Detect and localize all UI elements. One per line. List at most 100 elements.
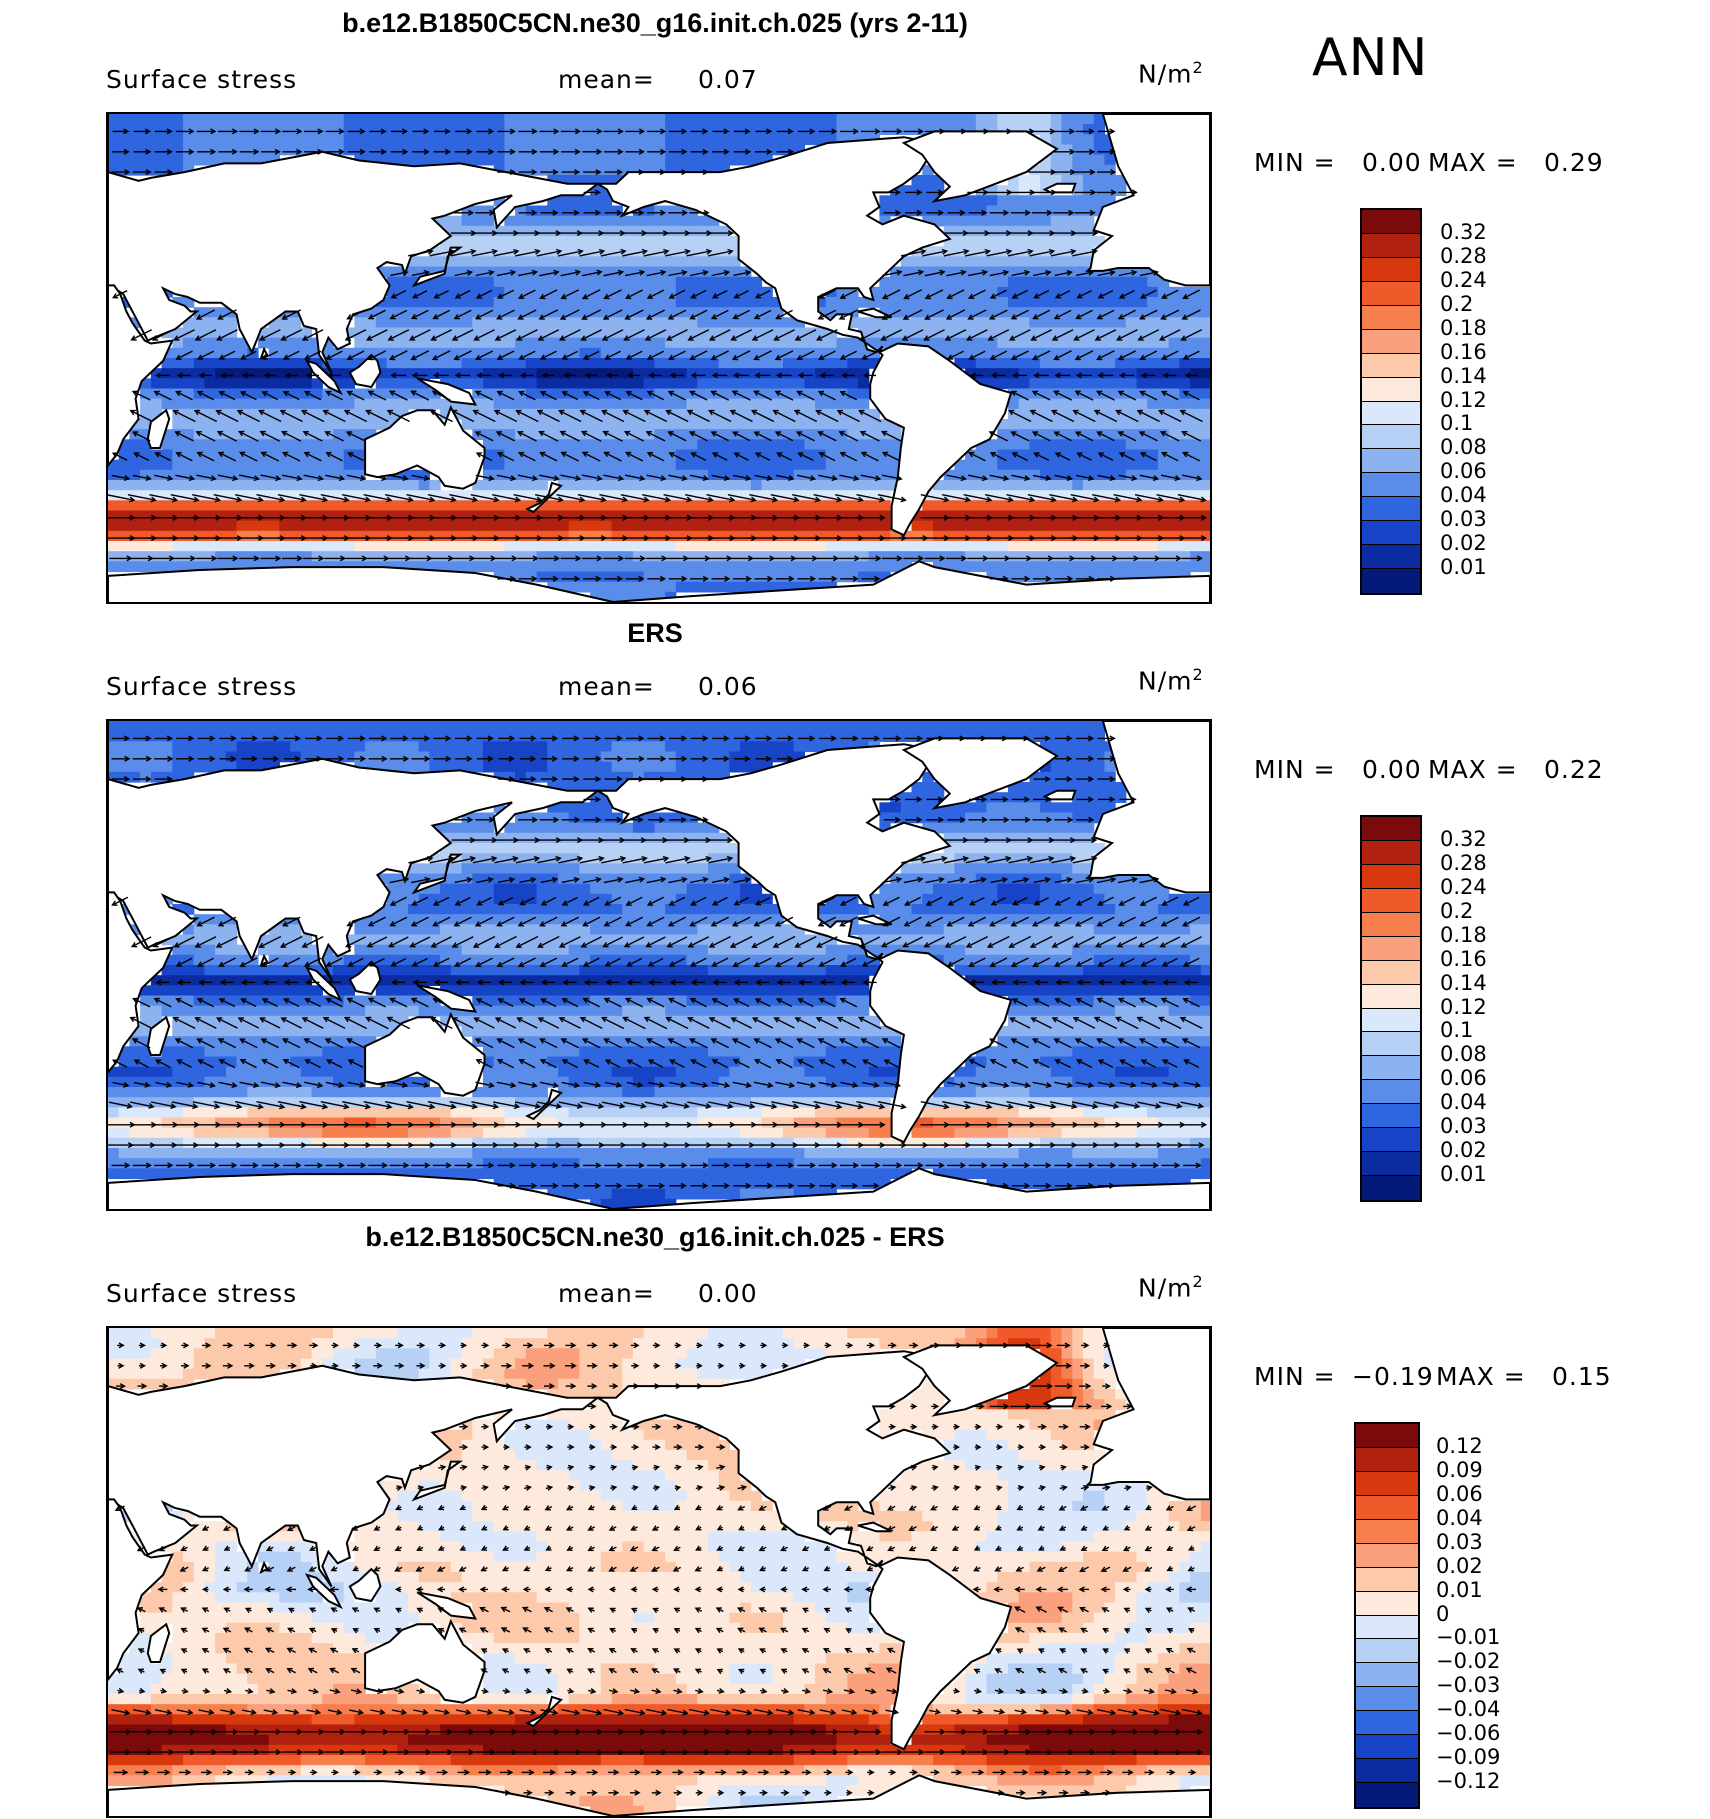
field-cell [922,276,934,288]
field-cell [590,561,602,573]
field-cell [536,256,548,268]
field-cell [322,480,334,491]
field-cell [943,195,955,207]
field-cell [397,317,409,329]
vector-arrow [455,289,471,299]
field-cell [225,500,238,512]
vector-arrow [174,329,195,341]
field-cell [1083,134,1095,146]
field-cell [290,500,302,512]
field-cell [697,266,709,278]
vector-arrow [1097,431,1115,442]
vector-arrowhead [296,148,303,155]
field-cell [1050,215,1063,227]
field-cell [1061,236,1073,247]
field-cell [654,541,666,552]
vector-arrowhead [1096,354,1103,361]
vector-arrowhead [112,293,119,299]
field-cell [772,551,784,562]
field-cell [729,317,741,329]
field-cell [1136,307,1148,318]
field-cell [847,541,859,552]
field-cell [1104,449,1116,461]
field-cell [772,347,784,359]
field-cell [311,459,323,471]
field-cell [1008,520,1020,532]
field-cell [1050,134,1063,146]
field-cell [965,368,977,379]
field-cell [558,297,570,308]
vector-arrowhead [380,128,387,135]
field-cell [247,490,259,501]
vector-arrow [492,494,520,501]
field-cell [1029,205,1041,217]
field-cell [547,114,559,125]
field-cell [547,530,559,542]
field-cell [129,551,141,562]
vector-arrowhead [754,293,762,299]
vector-arrowhead [1051,335,1059,341]
vector-arrow [796,431,815,442]
vector-arrowhead [476,372,483,379]
field-cell [225,134,238,146]
field-cell [279,358,291,369]
field-cell [611,439,623,451]
vector-arrow [1054,309,1072,320]
field-cell [922,256,934,268]
field-cell [579,307,591,318]
field-cell [847,449,859,461]
field-cell [568,225,580,237]
field-cell [911,337,923,349]
vector-arrowhead [1158,409,1165,416]
field-cell [1104,520,1116,532]
vector-arrow [497,309,515,320]
field-cell [129,154,141,166]
field-cell [1040,358,1052,369]
vector-arrowhead [196,390,204,397]
field-cell [868,124,880,135]
field-cell [1018,276,1030,288]
field-cell [333,134,345,146]
field-cell [461,368,473,379]
field-cell [622,317,634,329]
field-cell [772,297,784,308]
field-cell [268,419,280,430]
vector-arrowhead [1075,313,1082,320]
vector-arrowhead [814,496,822,503]
field-cell [943,317,955,329]
field-cell [258,337,270,349]
field-cell [386,114,398,125]
field-cell [472,530,484,542]
field-cell [1147,530,1159,542]
vector-arrow [623,410,646,423]
field-cell [590,256,602,268]
vector-arrow [708,250,733,257]
field-cell [247,388,259,400]
field-cell [397,541,409,552]
vector-arrow [599,494,627,501]
vector-arrowhead [750,409,758,416]
vector-arrowhead [317,148,324,155]
field-cell [354,530,366,542]
field-cell [922,530,934,542]
field-cell [1179,561,1191,573]
field-cell [1018,195,1030,207]
field-cell [568,581,580,593]
vector-arrowhead [988,314,996,320]
field-cell [793,439,805,451]
vector-arrowhead [771,496,779,503]
field-cell [1050,510,1063,522]
field-cell [1115,266,1127,278]
vector-arrowhead [1028,496,1036,503]
field-cell [483,408,495,420]
vector-arrowhead [280,430,288,437]
field-cell [900,337,913,349]
field-cell [440,297,452,308]
field-cell [472,286,484,298]
vector-arrowhead [660,128,667,135]
vector-arrow [839,309,858,320]
field-cell [1136,459,1148,471]
field-cell [665,459,677,471]
field-cell [568,337,580,349]
field-cell [472,408,484,420]
